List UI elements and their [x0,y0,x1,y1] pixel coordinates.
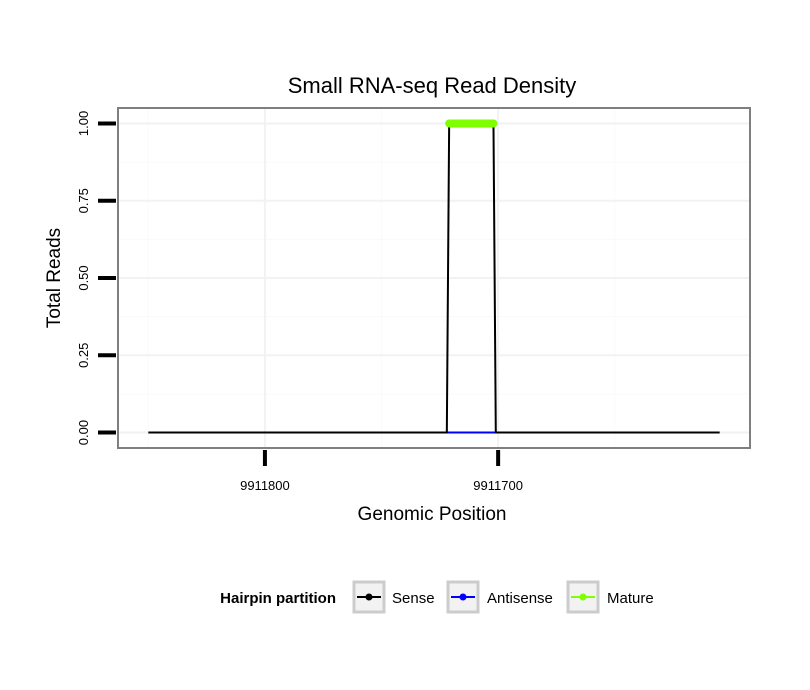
legend-point-sense [365,593,373,601]
x-tick-label: 9911800 [240,478,290,493]
legend-point-mature [579,593,587,601]
legend-item-antisense: Antisense [446,580,553,614]
y-axis-title: Total Reads [44,228,65,328]
legend-label-antisense: Antisense [487,590,553,607]
y-tick-label: 0.00 [76,420,91,445]
legend: Hairpin partition Sense Antisense Mature [220,580,654,614]
x-axis: 9911800 9911700 [240,450,523,493]
x-tick-label: 9911700 [473,478,523,493]
chart-title: Small RNA-seq Read Density [288,73,577,98]
plot-panel [117,107,751,449]
y-tick-label: 0.75 [76,188,91,213]
legend-item-sense: Sense [352,580,435,614]
x-axis-title: Genomic Position [358,504,507,525]
legend-label-sense: Sense [392,590,435,607]
legend-title: Hairpin partition [220,590,336,607]
y-tick-label: 0.50 [76,265,91,290]
legend-point-antisense [459,593,467,601]
legend-item-mature: Mature [566,580,654,614]
y-axis: 0.00 0.25 0.50 0.75 1.00 [76,111,116,445]
legend-label-mature: Mature [607,590,654,607]
y-tick-label: 1.00 [76,111,91,136]
series-layer [148,119,720,434]
grid [118,108,750,448]
y-tick-label: 0.25 [76,343,91,368]
